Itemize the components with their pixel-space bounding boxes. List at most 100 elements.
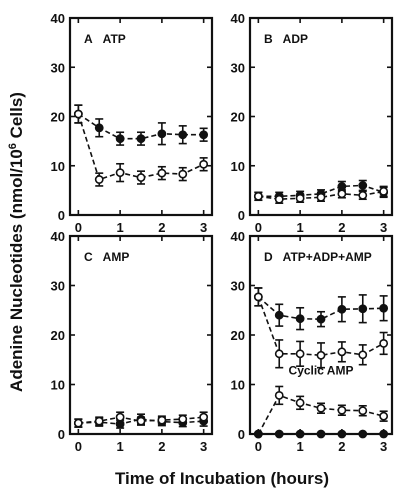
series-0 — [253, 287, 389, 331]
data-point — [274, 429, 284, 439]
x-tick-label: 2 — [158, 439, 165, 454]
data-point — [157, 129, 167, 139]
data-point — [337, 304, 347, 314]
data-point — [253, 429, 263, 439]
data-point — [136, 173, 146, 182]
data-point — [295, 193, 305, 203]
data-point — [136, 134, 146, 144]
data-point — [115, 134, 125, 144]
plot-frame — [68, 16, 214, 217]
y-tick-label: 30 — [51, 279, 65, 294]
series-line — [77, 113, 204, 181]
series-1 — [73, 104, 209, 187]
data-point — [337, 347, 347, 357]
data-point — [178, 169, 188, 179]
x-tick-label: 3 — [200, 439, 207, 454]
data-point — [358, 350, 368, 360]
x-tick-label: 1 — [297, 220, 304, 235]
data-point — [253, 191, 263, 201]
data-point — [337, 182, 347, 191]
y-tick-label: 40 — [231, 229, 245, 244]
panel-a: 0 10 20 30 40 0 1 2 3 A ATP — [51, 11, 214, 235]
data-point — [358, 406, 368, 416]
data-point — [157, 168, 167, 178]
data-point — [115, 168, 125, 178]
data-point — [253, 292, 263, 302]
data-point — [358, 304, 368, 314]
data-point — [295, 429, 305, 439]
data-point — [178, 414, 188, 424]
data-point — [379, 303, 389, 313]
x-tick-label: 0 — [255, 439, 262, 454]
data-point — [295, 349, 305, 359]
y-tick-label: 0 — [238, 427, 245, 442]
x-tick-label: 3 — [380, 439, 387, 454]
x-tick-label: 1 — [117, 220, 124, 235]
panel-label: C AMP — [84, 250, 129, 264]
y-tick-label: 40 — [231, 11, 245, 26]
y-tick-label: 20 — [231, 328, 245, 343]
series-line — [257, 394, 384, 435]
x-tick-label: 1 — [297, 439, 304, 454]
x-tick-label: 3 — [380, 220, 387, 235]
x-tick-label: 0 — [75, 220, 82, 235]
panel-b: 0 10 20 30 40 0 1 2 3 B ADP — [231, 11, 394, 235]
y-tick-label: 0 — [58, 427, 65, 442]
x-tick-label: 2 — [158, 220, 165, 235]
x-tick-label: 2 — [338, 439, 345, 454]
data-point — [358, 190, 368, 200]
y-tick-label: 10 — [231, 378, 245, 393]
data-point — [199, 130, 209, 140]
data-point — [316, 429, 326, 439]
y-tick-label: 20 — [51, 328, 65, 343]
data-point — [337, 189, 347, 199]
y-tick-label: 10 — [51, 378, 65, 393]
series-1 — [73, 411, 209, 428]
panel-label: D ATP+ADP+AMP — [264, 250, 372, 264]
panel-c: 0 10 20 30 40 0 1 2 3 C AMP — [51, 229, 214, 454]
series-1 — [253, 185, 389, 204]
y-tick-label: 40 — [51, 11, 65, 26]
y-tick-label: 0 — [58, 208, 65, 223]
data-point — [379, 411, 389, 421]
data-point — [136, 416, 146, 426]
series-2 — [253, 385, 389, 439]
data-point — [178, 130, 188, 140]
x-tick-label: 3 — [200, 220, 207, 235]
data-point — [94, 416, 104, 426]
data-point — [199, 159, 209, 169]
series-3 — [253, 429, 389, 439]
y-tick-label: 0 — [238, 208, 245, 223]
data-point — [316, 403, 326, 413]
data-point — [73, 109, 83, 119]
y-tick-label: 40 — [51, 229, 65, 244]
data-point — [316, 350, 326, 360]
data-point — [295, 314, 305, 324]
cyclic-amp-label: Cyclic AMP — [289, 364, 354, 378]
y-tick-label: 10 — [51, 159, 65, 174]
y-axis-label: Adenine Nucleotides (nmol/106 Cells) — [7, 92, 26, 392]
series-1 — [253, 287, 389, 369]
y-tick-label: 20 — [231, 110, 245, 125]
data-point — [94, 123, 104, 133]
y-tick-label: 30 — [231, 60, 245, 75]
data-point — [274, 194, 284, 204]
data-point — [274, 390, 284, 400]
data-point — [379, 429, 389, 439]
y-tick-label: 30 — [51, 60, 65, 75]
series-0 — [73, 104, 209, 146]
x-tick-label: 0 — [75, 439, 82, 454]
panel-label: A ATP — [84, 32, 126, 46]
plot-frame — [248, 16, 394, 217]
plot-frame — [68, 234, 214, 436]
data-point — [274, 310, 284, 320]
data-point — [316, 192, 326, 202]
y-tick-label: 20 — [51, 110, 65, 125]
data-point — [157, 415, 167, 425]
data-point — [337, 429, 347, 439]
data-point — [115, 412, 125, 422]
y-tick-label: 10 — [231, 159, 245, 174]
data-point — [274, 349, 284, 359]
